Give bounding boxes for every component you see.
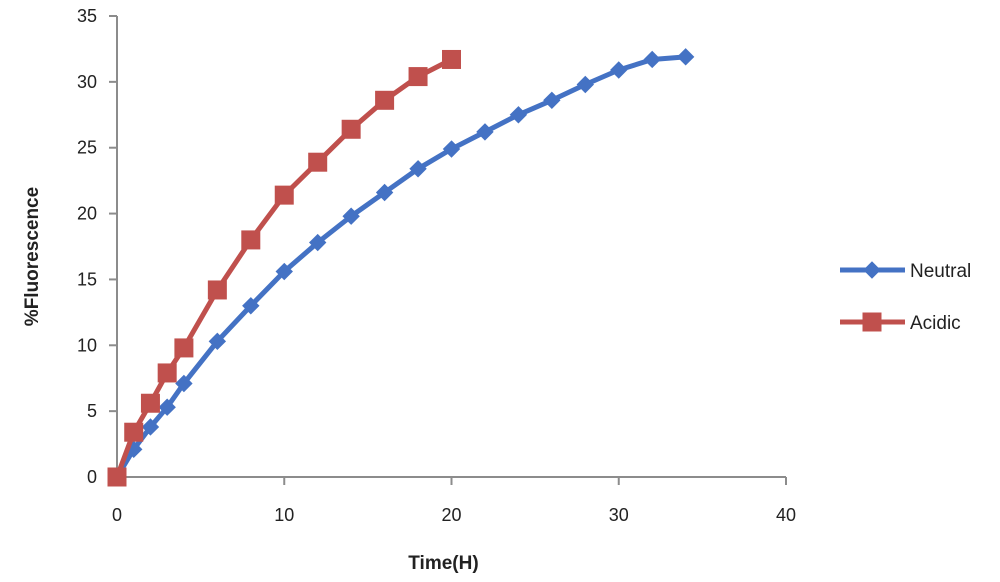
data-point-neutral [442,140,461,158]
y-tick-label: 20 [77,204,97,224]
data-point-acidic [207,280,227,300]
data-point-neutral [643,50,661,69]
data-point-neutral [509,106,528,124]
y-axis-title: %Fluorescence [22,187,43,326]
x-axis-title: Time(H) [408,553,478,574]
data-point-neutral [141,418,160,436]
data-point-neutral [208,332,227,351]
data-point-neutral [158,398,176,416]
y-tick-label: 35 [77,6,97,26]
x-tick-label: 10 [274,505,294,525]
data-point-acidic [174,338,194,358]
data-point-acidic [140,393,160,413]
y-tick-label: 10 [77,335,97,355]
series-acidic [107,49,461,487]
legend-item-neutral: Neutral [840,261,971,282]
x-tick-label: 30 [609,505,629,525]
y-tick-label: 25 [77,138,97,158]
data-point-neutral [375,183,394,202]
x-tick-label: 0 [112,505,122,525]
series-neutral [108,48,695,486]
y-tick-label: 5 [87,401,97,421]
legend-label: Acidic [910,313,961,334]
data-point-acidic [107,467,127,487]
data-point-acidic [442,49,461,69]
data-point-acidic [341,119,361,139]
y-tick-label: 15 [77,269,97,289]
x-axis: 0 10 20 30 40 [112,476,796,525]
y-tick-label: 30 [77,72,97,92]
data-point-acidic [274,185,294,205]
series-layer [107,48,695,487]
data-point-neutral [676,48,695,66]
legend-swatch-marker [863,261,881,279]
y-tick-label: 0 [87,467,97,487]
data-point-acidic [375,90,395,110]
x-tick-label: 40 [776,505,796,525]
legend: Neutral Acidic [840,261,971,334]
data-point-neutral [275,262,293,281]
series-line-neutral [114,54,689,480]
legend-item-acidic: Acidic [840,312,961,334]
data-point-acidic [308,152,328,172]
data-point-neutral [409,160,427,178]
data-point-neutral [242,297,260,315]
data-point-acidic [157,363,177,383]
data-point-neutral [476,123,494,141]
legend-swatch-marker [862,312,882,332]
legend-label: Neutral [910,261,971,282]
x-tick-label: 20 [441,505,461,525]
data-point-acidic [241,230,261,250]
data-point-neutral [543,91,561,110]
data-point-neutral [175,374,193,393]
data-point-neutral [610,61,628,79]
data-point-neutral [308,233,327,252]
data-point-neutral [576,75,595,94]
y-axis: 0 5 10 15 20 25 30 35 [77,6,118,487]
data-point-acidic [124,422,144,442]
data-point-neutral [342,207,360,225]
data-point-acidic [408,67,428,87]
